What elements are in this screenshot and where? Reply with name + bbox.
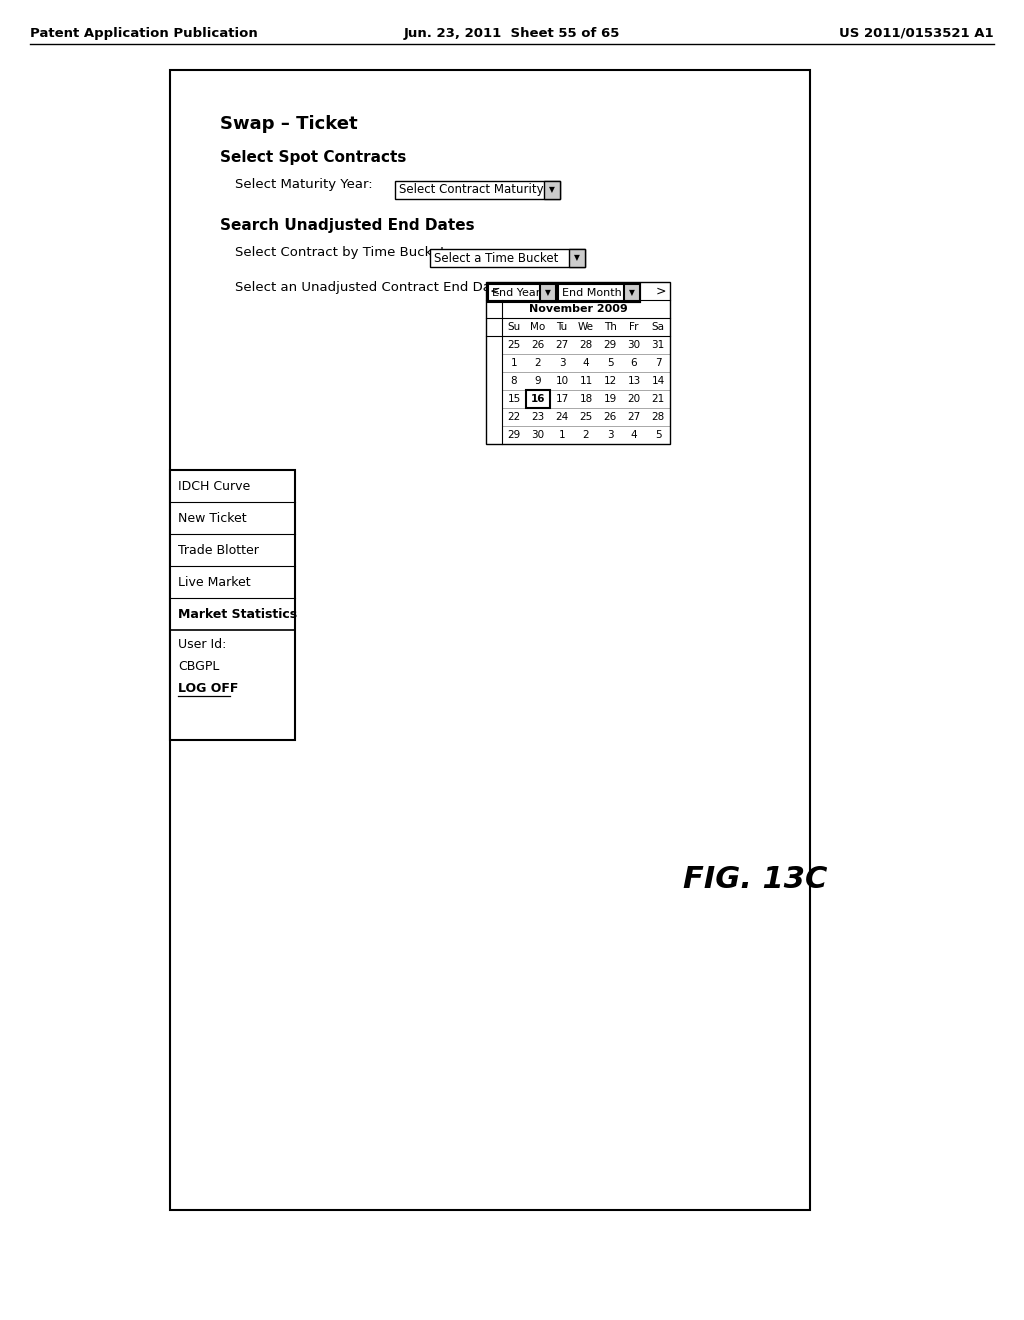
Text: 13: 13 [628, 376, 641, 385]
Text: November 2009: November 2009 [528, 304, 628, 314]
Text: Th: Th [603, 322, 616, 333]
Text: CBGPL: CBGPL [178, 660, 219, 673]
Text: 6: 6 [631, 358, 637, 368]
Text: End Month: End Month [562, 288, 622, 298]
Text: Patent Application Publication: Patent Application Publication [30, 26, 258, 40]
Text: 14: 14 [651, 376, 665, 385]
Text: ▼: ▼ [549, 186, 555, 194]
Text: User Id:: User Id: [178, 639, 226, 652]
Text: Select an Unadjusted Contract End Date:: Select an Unadjusted Contract End Date: [234, 281, 509, 294]
Text: 11: 11 [580, 376, 593, 385]
Text: 30: 30 [628, 341, 641, 350]
Text: 18: 18 [580, 393, 593, 404]
Text: 19: 19 [603, 393, 616, 404]
Text: 4: 4 [583, 358, 590, 368]
Text: 25: 25 [580, 412, 593, 422]
Text: 3: 3 [606, 430, 613, 440]
Bar [170, 70, 810, 1210]
Text: 27: 27 [555, 341, 568, 350]
Text: 20: 20 [628, 393, 641, 404]
Text: Select Spot Contracts: Select Spot Contracts [220, 150, 407, 165]
Text: Tu: Tu [556, 322, 567, 333]
Text: 22: 22 [507, 412, 520, 422]
Text: Sa: Sa [651, 322, 665, 333]
Text: 21: 21 [651, 393, 665, 404]
Bar [540, 284, 556, 302]
Bar [544, 181, 560, 199]
Text: 1: 1 [559, 430, 565, 440]
Text: Live Market: Live Market [178, 576, 251, 589]
Text: 26: 26 [603, 412, 616, 422]
Bar [488, 284, 556, 302]
Text: Su: Su [507, 322, 520, 333]
Text: 2: 2 [535, 358, 542, 368]
Text: <: < [490, 285, 501, 297]
Text: 27: 27 [628, 412, 641, 422]
Text: 7: 7 [654, 358, 662, 368]
Text: 5: 5 [654, 430, 662, 440]
Bar [395, 181, 560, 199]
Text: 8: 8 [511, 376, 517, 385]
Text: 1: 1 [511, 358, 517, 368]
Text: 4: 4 [631, 430, 637, 440]
Text: Search Unadjusted End Dates: Search Unadjusted End Dates [220, 218, 475, 234]
Bar [486, 282, 670, 444]
Text: Market Statistics: Market Statistics [178, 607, 297, 620]
Text: End Year: End Year [492, 288, 541, 298]
Text: Trade Blotter: Trade Blotter [178, 544, 259, 557]
Text: 30: 30 [531, 430, 545, 440]
Text: FIG. 13C: FIG. 13C [683, 866, 827, 895]
Text: 24: 24 [555, 412, 568, 422]
Text: LOG OFF: LOG OFF [178, 682, 239, 696]
Bar [558, 284, 640, 302]
Bar [624, 284, 640, 302]
Bar [170, 470, 295, 741]
Bar [526, 389, 550, 408]
Text: 10: 10 [555, 376, 568, 385]
Text: Swap – Ticket: Swap – Ticket [220, 115, 357, 133]
Text: 28: 28 [651, 412, 665, 422]
Text: 2: 2 [583, 430, 590, 440]
Text: Select Contract Maturity: Select Contract Maturity [399, 183, 544, 197]
Text: Jun. 23, 2011  Sheet 55 of 65: Jun. 23, 2011 Sheet 55 of 65 [403, 26, 621, 40]
Bar [430, 249, 585, 267]
Text: >: > [655, 285, 666, 297]
Text: 9: 9 [535, 376, 542, 385]
Text: Mo: Mo [530, 322, 546, 333]
Text: 28: 28 [580, 341, 593, 350]
Text: Select Maturity Year:: Select Maturity Year: [234, 178, 373, 191]
Text: ▼: ▼ [629, 289, 635, 297]
Text: 5: 5 [606, 358, 613, 368]
Bar [569, 249, 585, 267]
Text: New Ticket: New Ticket [178, 511, 247, 524]
Text: ▼: ▼ [574, 253, 580, 263]
Text: 12: 12 [603, 376, 616, 385]
Text: We: We [578, 322, 594, 333]
Text: 3: 3 [559, 358, 565, 368]
Text: 15: 15 [507, 393, 520, 404]
Text: 17: 17 [555, 393, 568, 404]
Text: US 2011/0153521 A1: US 2011/0153521 A1 [840, 26, 994, 40]
Text: Select Contract by Time Bucket:: Select Contract by Time Bucket: [234, 246, 450, 259]
Text: 16: 16 [530, 393, 545, 404]
Text: 23: 23 [531, 412, 545, 422]
Text: 29: 29 [603, 341, 616, 350]
Text: ▼: ▼ [545, 289, 551, 297]
Text: 31: 31 [651, 341, 665, 350]
Text: Fr: Fr [630, 322, 639, 333]
Text: 26: 26 [531, 341, 545, 350]
Text: IDCH Curve: IDCH Curve [178, 479, 250, 492]
Text: 25: 25 [507, 341, 520, 350]
Text: Select a Time Bucket: Select a Time Bucket [434, 252, 558, 264]
Text: 29: 29 [507, 430, 520, 440]
